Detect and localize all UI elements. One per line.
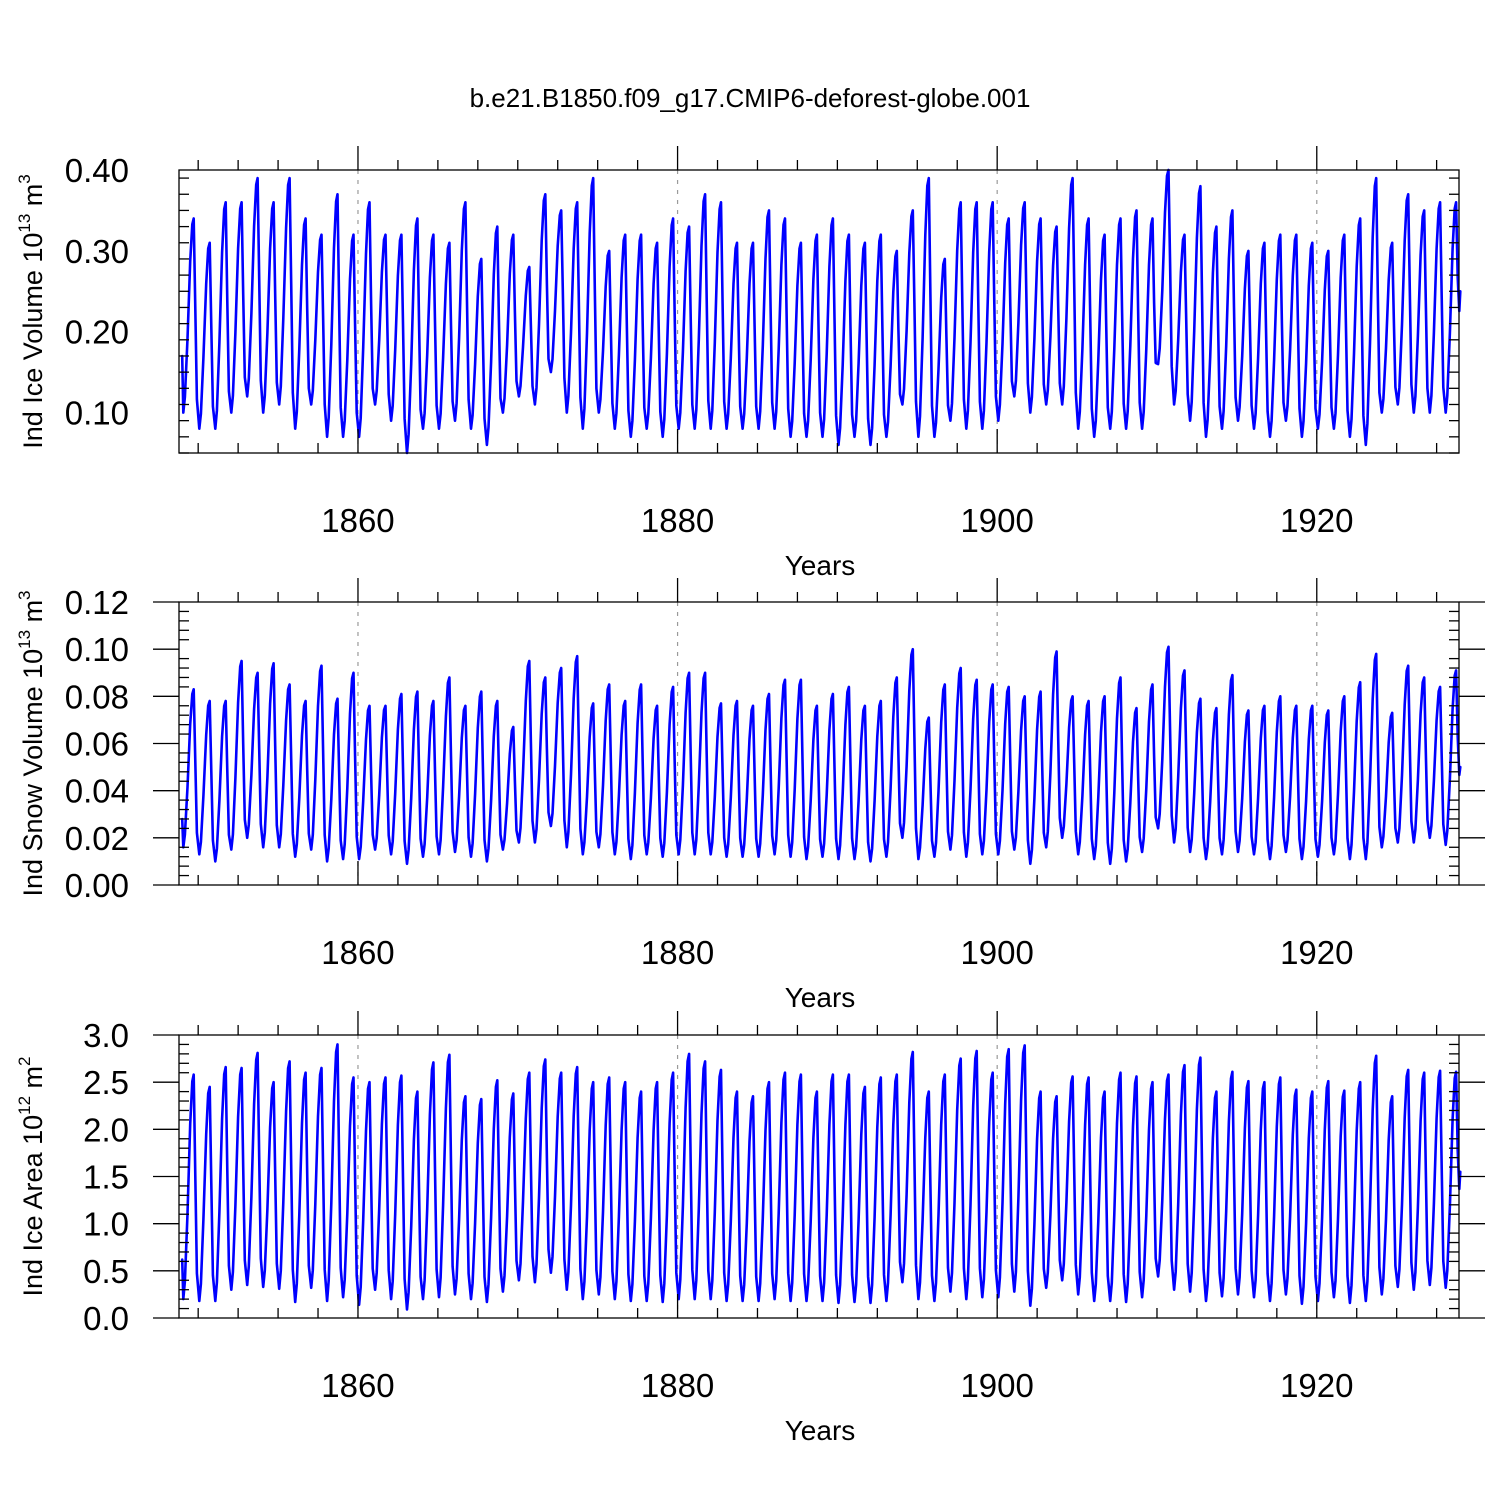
panel-2: 1860 1880 1900 1920 0.00 0.02 0.04 0.06 0.08 0.10…	[15, 578, 1485, 1013]
x-tick-label: 1860	[321, 934, 394, 971]
y-tick-label: 0.30	[65, 233, 129, 270]
series-line-1	[180, 168, 1462, 455]
series-line-1	[180, 645, 1462, 866]
y-tick-label: 0.20	[65, 314, 129, 351]
y-tick-label: 0.10	[65, 395, 129, 432]
panel-1: 1860 1880 1900 1920 0.10 0.20 0.30 0.40 Years Ind…	[15, 146, 1462, 581]
x-tick-label: 1860	[321, 1367, 394, 1404]
plot-frame	[178, 169, 1460, 454]
y-label-exponent: 13	[15, 630, 34, 649]
y-tick-label: 1.5	[83, 1159, 129, 1196]
y-label-main: Ind Snow Volume 10	[18, 649, 48, 897]
y-label-unit-exponent: 3	[15, 590, 34, 599]
y-tick-label: 3.0	[83, 1017, 129, 1054]
y-axis-label: Ind Snow Volume 1013 m3	[15, 590, 48, 896]
y-label-unit: m	[18, 1066, 48, 1096]
y-label-unit: m	[18, 184, 48, 214]
y-axis-label: Ind Ice Volume 1013 m3	[15, 174, 48, 449]
y-tick-label: 0.10	[65, 631, 129, 668]
x-tick-label: 1920	[1280, 502, 1353, 539]
y-tick-label: 1.0	[83, 1206, 129, 1243]
y-label-main: Ind Ice Volume 10	[18, 233, 48, 449]
y-tick-label: 0.12	[65, 584, 129, 621]
y-tick-label: 0.04	[65, 773, 129, 810]
panels-group: 1860 1880 1900 1920 0.10 0.20 0.30 0.40 Years Ind…	[15, 146, 1485, 1446]
x-tick-label: 1900	[960, 1367, 1033, 1404]
y-label-main: Ind Ice Area 10	[18, 1115, 48, 1297]
y-tick-label: 0.40	[65, 152, 129, 189]
y-tick-label: 2.0	[83, 1111, 129, 1148]
y-label-exponent: 13	[15, 214, 34, 233]
x-axis-label: Years	[785, 982, 856, 1013]
y-tick-label: 2.5	[83, 1064, 129, 1101]
x-tick-label: 1920	[1280, 934, 1353, 971]
y-label-exponent: 12	[15, 1096, 34, 1115]
x-tick-label: 1860	[321, 502, 394, 539]
series-line-1	[180, 1043, 1462, 1311]
y-tick-label: 0.02	[65, 820, 129, 857]
figure-title: b.e21.B1850.f09_g17.CMIP6-deforest-globe…	[470, 83, 1031, 113]
y-label-unit: m	[18, 600, 48, 630]
y-axis-label: Ind Ice Area 1012 m2	[15, 1056, 48, 1296]
y-label-unit-exponent: 3	[15, 174, 34, 183]
y-label-unit-exponent: 2	[15, 1056, 34, 1065]
x-axis-label: Years	[785, 1415, 856, 1446]
panel-3: 1860 1880 1900 1920 0.0 0.5 1.0 1.5 2.0 2.5 3.0 Yea…	[15, 1011, 1485, 1446]
y-tick-label: 0.5	[83, 1253, 129, 1290]
y-tick-label: 0.0	[83, 1300, 129, 1337]
x-tick-label: 1900	[960, 502, 1033, 539]
x-axis-label: Years	[785, 550, 856, 581]
x-tick-label: 1900	[960, 934, 1033, 971]
x-tick-label: 1920	[1280, 1367, 1353, 1404]
x-tick-label: 1880	[641, 934, 714, 971]
x-tick-label: 1880	[641, 502, 714, 539]
y-tick-label: 0.06	[65, 726, 129, 763]
y-tick-label: 0.08	[65, 678, 129, 715]
x-tick-label: 1880	[641, 1367, 714, 1404]
y-tick-label: 0.00	[65, 867, 129, 904]
